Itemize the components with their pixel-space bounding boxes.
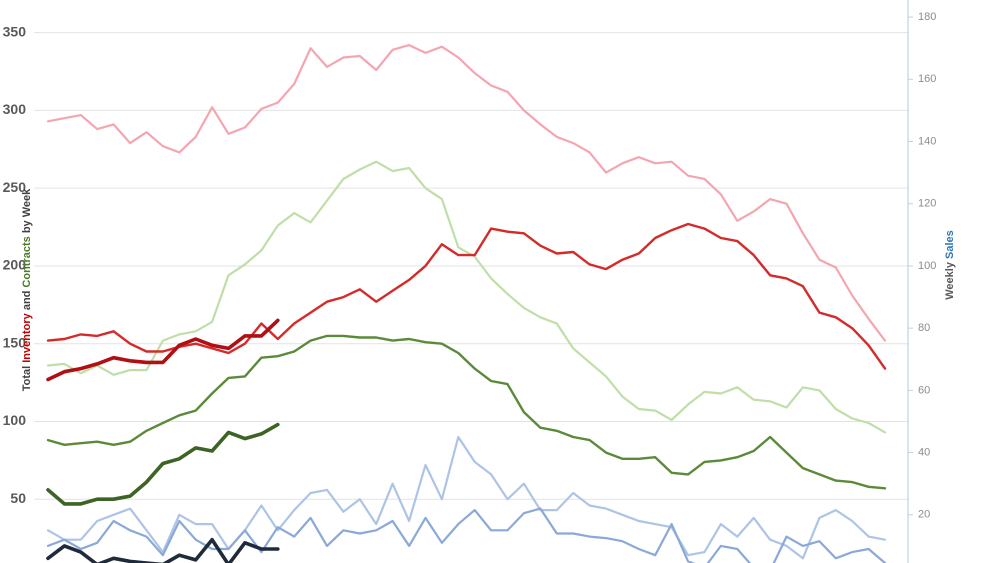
axis-label-part: Sales: [944, 230, 956, 259]
plot-area: [46, 44, 887, 563]
y-tick-label: 350: [3, 23, 27, 39]
series-line: [46, 318, 280, 382]
axis-label: Weekly Sales: [944, 230, 956, 300]
y2-tick-label: 40: [918, 446, 930, 458]
series-line: [46, 334, 887, 490]
y2-tick-label: 160: [918, 73, 936, 85]
axis-label-part: Inventory: [21, 312, 33, 362]
grid: [34, 32, 908, 500]
y-tick-label: 50: [10, 490, 26, 506]
y2-tick-label: 120: [918, 198, 936, 210]
y-tick-label: 150: [3, 334, 27, 350]
y2-tick-label: 140: [918, 135, 936, 147]
series-line: [46, 435, 887, 560]
y2-tick-label: 80: [918, 322, 930, 334]
y2-tick-label: 180: [918, 11, 936, 23]
axis-label: Total Inventory and Contracts by Week: [21, 188, 33, 391]
axis-label-part: Contracts: [21, 236, 33, 287]
y2-tick-label: 20: [918, 509, 930, 521]
axes: 50 100 150 200 250 300 350 20 40 60 80 100 120 140 160…: [3, 0, 956, 563]
y2-tick-label: 60: [918, 384, 930, 396]
series-line: [46, 222, 887, 370]
series-line: [46, 422, 280, 506]
axis-label-part: Total: [21, 363, 33, 392]
series-line: [46, 537, 280, 563]
series-line: [46, 44, 887, 342]
y-tick-label: 250: [3, 179, 27, 195]
axis-label-part: and: [21, 288, 33, 314]
axis-label-part: by Week: [21, 188, 33, 236]
y-tick-label: 100: [3, 412, 27, 428]
axis-label-part: Weekly: [944, 259, 956, 300]
y-tick-label: 300: [3, 101, 27, 117]
series-line: [46, 507, 887, 563]
y2-tick-label: 100: [918, 260, 936, 272]
series-line: [46, 160, 887, 434]
y-tick-label: 200: [3, 257, 27, 273]
